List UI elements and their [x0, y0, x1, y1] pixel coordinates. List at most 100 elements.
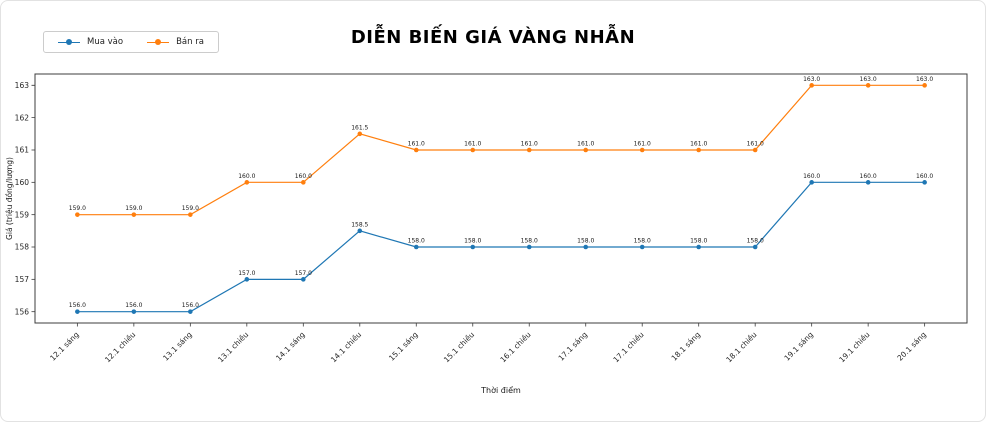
data-point-label: 161.5 — [351, 124, 368, 131]
data-point-marker — [752, 147, 758, 153]
x-tick-label: 12.1 sáng — [48, 330, 81, 363]
data-point-label: 161.0 — [634, 140, 651, 147]
data-point-marker — [865, 83, 871, 88]
data-point-marker — [526, 147, 532, 153]
data-point-marker — [696, 244, 701, 250]
y-tick-label: 160 — [15, 178, 30, 187]
data-point-marker — [639, 147, 645, 153]
data-point-marker — [583, 147, 589, 153]
y-tick-label: 156 — [15, 307, 30, 316]
data-point-marker — [583, 244, 589, 250]
chart-title: DIỄN BIẾN GIÁ VÀNG NHẪN — [350, 27, 636, 48]
data-point-marker — [809, 83, 814, 88]
x-tick-label: 16.1 chiều — [498, 330, 532, 364]
x-tick-label: 17.1 sáng — [557, 330, 590, 363]
data-point-marker — [752, 244, 758, 250]
x-tick-label: 20.1 sáng — [895, 330, 928, 363]
data-point-marker — [413, 147, 419, 153]
data-point-marker — [131, 309, 137, 314]
data-point-label: 161.0 — [521, 140, 538, 147]
x-tick-label: 18.1 chiều — [724, 330, 758, 364]
series-line-0 — [77, 181, 925, 313]
x-tick-label: 14.1 chiều — [329, 330, 363, 364]
data-point-label: 160.0 — [295, 173, 312, 180]
data-point-label: 158.0 — [634, 238, 651, 245]
data-point-marker — [188, 212, 193, 217]
data-point-marker — [75, 212, 80, 217]
data-point-label: 159.0 — [69, 205, 86, 212]
data-point-marker — [922, 180, 927, 185]
y-axis-label: Giá (triệu đồng/lượng) — [5, 157, 14, 240]
data-point-marker — [301, 180, 306, 185]
y-tick-label: 161 — [15, 146, 30, 155]
data-point-label: 158.0 — [577, 238, 594, 245]
data-point-label: 163.0 — [916, 76, 933, 83]
data-point-marker — [301, 277, 306, 282]
x-tick-label: 13.1 sáng — [161, 330, 194, 363]
legend-label: Mua vào — [87, 37, 124, 47]
x-tick-label: 13.1 chiều — [216, 330, 250, 364]
y-tick-label: 163 — [15, 81, 30, 90]
data-point-label: 160.0 — [916, 173, 933, 180]
legend-item-0: Mua vào — [58, 37, 123, 47]
data-point-label: 161.0 — [577, 140, 594, 147]
legend-label: Bán ra — [176, 37, 204, 47]
data-point-label: 161.0 — [747, 140, 764, 147]
data-point-label: 158.0 — [690, 238, 707, 245]
data-point-marker — [922, 83, 927, 88]
data-point-marker — [696, 147, 701, 153]
plot-frame — [34, 73, 968, 324]
data-point-label: 156.0 — [182, 302, 199, 309]
data-point-label: 158.5 — [351, 221, 368, 228]
x-tick-label: 18.1 sáng — [670, 330, 703, 363]
data-point-label: 159.0 — [182, 205, 199, 212]
x-tick-label: 14.1 sáng — [274, 330, 307, 363]
data-point-marker — [357, 228, 363, 234]
data-point-marker — [244, 180, 250, 185]
data-point-label: 156.0 — [69, 302, 86, 309]
x-tick-label: 15.1 sáng — [387, 330, 420, 363]
data-point-label: 160.0 — [238, 173, 255, 180]
data-point-marker — [865, 180, 871, 185]
data-point-label: 160.0 — [803, 173, 820, 180]
data-point-marker — [470, 244, 476, 250]
data-point-marker — [131, 212, 137, 217]
data-point-label: 161.0 — [408, 140, 425, 147]
legend-item-1: Bán ra — [147, 37, 204, 47]
chart-legend: Mua vào Bán ra — [43, 31, 219, 53]
data-point-label: 159.0 — [125, 205, 142, 212]
data-point-marker — [357, 131, 363, 137]
data-point-marker — [526, 244, 532, 250]
data-point-label: 160.0 — [860, 173, 877, 180]
x-tick-label: 15.1 chiều — [442, 330, 476, 364]
data-point-marker — [639, 244, 645, 250]
y-tick-label: 158 — [15, 243, 30, 252]
x-tick-label: 12.1 chiều — [103, 330, 137, 364]
x-tick-label: 19.1 sáng — [782, 330, 815, 363]
data-point-label: 157.0 — [238, 270, 255, 277]
data-point-label: 157.0 — [295, 270, 312, 277]
data-point-marker — [188, 309, 193, 314]
x-axis-label: Thời điểm — [480, 385, 521, 395]
data-point-label: 163.0 — [803, 76, 820, 83]
x-tick-label: 17.1 chiều — [611, 330, 645, 364]
y-tick-label: 162 — [15, 113, 30, 122]
data-point-label: 163.0 — [860, 76, 877, 83]
data-point-label: 158.0 — [747, 238, 764, 245]
data-point-label: 161.0 — [690, 140, 707, 147]
data-point-marker — [470, 147, 476, 153]
data-point-label: 158.0 — [464, 238, 481, 245]
data-point-marker — [75, 309, 80, 314]
data-point-marker — [244, 277, 250, 282]
legend-line-marker-icon — [58, 38, 80, 47]
data-point-label: 156.0 — [125, 302, 142, 309]
series-line-1 — [77, 84, 925, 216]
y-tick-label: 159 — [15, 210, 30, 219]
data-point-label: 161.0 — [464, 140, 481, 147]
x-tick-label: 19.1 chiều — [837, 330, 871, 364]
legend-line-marker-icon — [147, 38, 170, 47]
data-point-marker — [809, 180, 814, 185]
y-tick-label: 157 — [15, 275, 30, 284]
